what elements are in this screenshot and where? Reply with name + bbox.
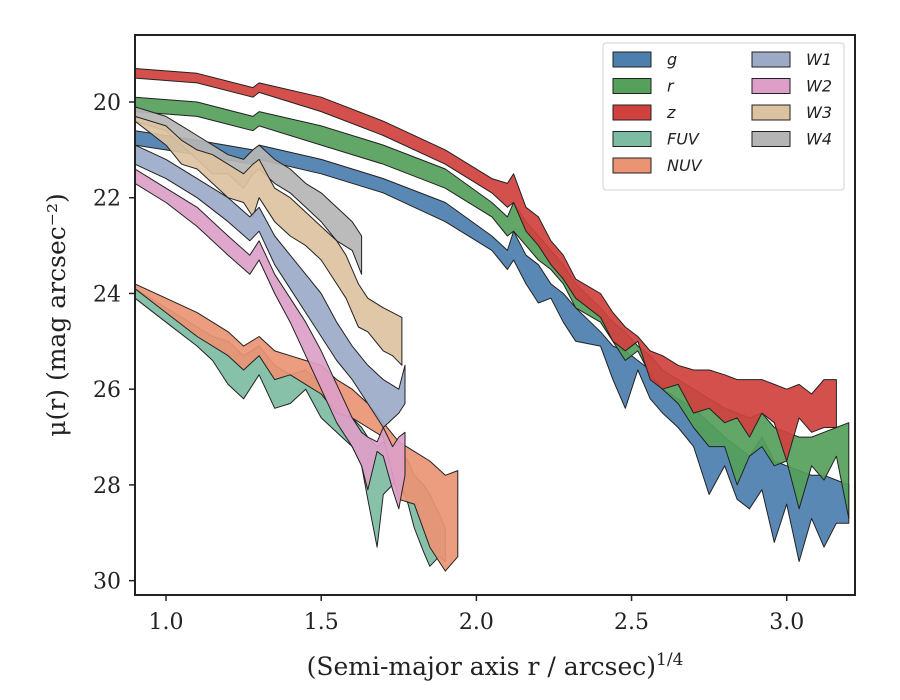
legend-label-z: z [666,103,676,122]
band-nuv [135,283,459,572]
legend-swatch-w1 [751,51,791,68]
x-tick-label: 1.5 [304,610,339,635]
band-w2 [135,168,406,510]
x-axis-label: (Semi-major axis r / arcsec)1/4 [307,650,684,681]
band-w3 [135,115,403,366]
legend-swatch-z [612,104,652,121]
bands-layer [135,68,850,572]
legend-swatch-w3 [751,104,791,121]
y-tick-label: 22 [93,187,121,212]
y-tick-label: 28 [93,474,121,499]
ticks-layer: 1.0 1.5 2.0 2.5 3.0 20 22 24 26 28 30 [93,91,804,635]
x-tick-label: 2.0 [459,610,494,635]
y-tick-label: 30 [93,570,121,595]
y-tick-label: 20 [93,91,121,116]
legend-swatch-w2 [751,78,791,94]
legend-swatch-nuv [612,157,652,174]
x-tick-label: 1.0 [149,610,184,635]
legend-label-fuv: FUV [667,130,700,149]
legend-label-w1: W1 [806,50,832,69]
legend-label-nuv: NUV [667,156,703,175]
y-axis-label: μ(r) (mag arcsec⁻²) [42,193,71,436]
legend: grz FUV NUV W1 W2 W3 W4 [602,42,845,191]
y-tick-label: 26 [93,378,121,403]
band-w1 [135,144,406,428]
band-z [135,68,837,462]
legend-swatch-g [612,51,652,68]
y-tick-label: 24 [93,282,121,307]
legend-label-g: g [667,50,677,69]
legend-swatch-r [612,78,652,94]
x-tick-label: 2.5 [614,610,649,635]
legend-label-r: r [667,77,675,96]
legend-swatch-fuv [612,131,652,147]
x-tick-label: 3.0 [769,610,804,635]
legend-label-w4: W4 [806,130,832,149]
legend-label-w3: W3 [806,103,832,122]
plot-frame [134,34,856,596]
legend-label-w2: W2 [806,77,832,96]
band-g [135,130,850,562]
legend-swatch-w4 [751,131,791,147]
